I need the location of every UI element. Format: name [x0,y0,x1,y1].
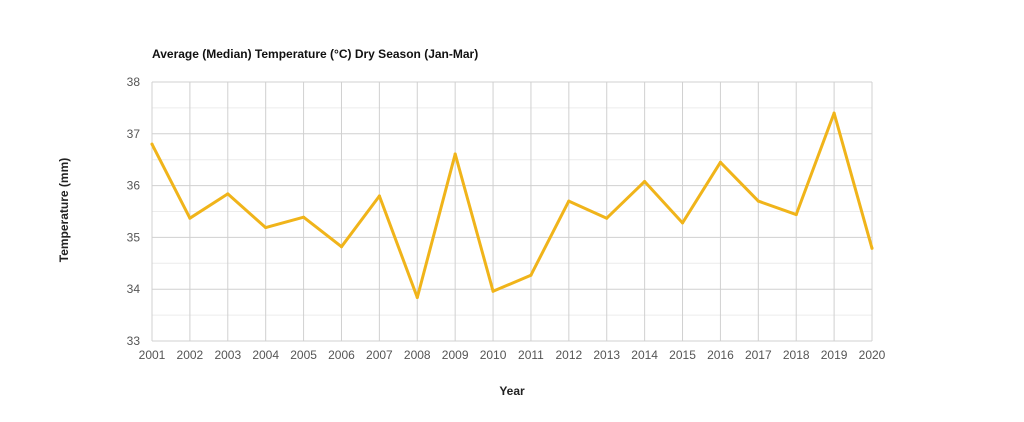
x-tick-label: 2014 [631,348,658,362]
data-point [264,226,268,230]
data-point [226,192,230,196]
data-point [756,199,760,203]
data-point [605,216,609,220]
y-tick-labels: 33 34 35 36 37 38 [127,75,141,348]
chart-title: Average (Median) Temperature (°C) Dry Se… [152,47,478,61]
x-tick-label: 2016 [707,348,734,362]
data-point [339,245,343,249]
series-line [150,111,874,299]
y-axis-title: Temperature (mm) [57,158,71,262]
x-tick-label: 2007 [366,348,393,362]
x-tick-label: 2009 [442,348,469,362]
x-tick-label: 2001 [139,348,166,362]
x-tick-label: 2018 [783,348,810,362]
x-tick-label: 2015 [669,348,696,362]
data-point [377,194,381,198]
x-tick-label: 2005 [290,348,317,362]
y-tick-label: 38 [127,75,141,89]
data-point [643,179,647,183]
x-tick-label: 2002 [177,348,204,362]
data-point [718,160,722,164]
x-tick-label: 2011 [518,348,544,362]
data-point [453,152,457,156]
x-tick-label: 2019 [821,348,848,362]
data-point [415,295,419,299]
data-point [491,289,495,293]
y-tick-label: 33 [127,334,141,348]
series-layer [150,111,874,299]
data-point [681,221,685,225]
data-point [529,273,533,277]
x-tick-label: 2006 [328,348,355,362]
data-point [870,246,874,250]
y-tick-label: 36 [127,179,141,193]
data-point [150,142,154,146]
data-point [567,199,571,203]
y-tick-label: 37 [127,127,141,141]
data-point [794,213,798,217]
data-point [832,111,836,115]
data-point [188,216,192,220]
x-tick-label: 2008 [404,348,431,362]
x-tick-label: 2004 [252,348,279,362]
x-tick-labels: 2001 2002 2003 2004 2005 2006 2007 2008 2009 2010… [139,348,886,362]
data-point [302,215,306,219]
x-tick-label: 2017 [745,348,772,362]
x-tick-label: 2020 [859,348,886,362]
grid [151,81,873,342]
x-tick-label: 2013 [593,348,620,362]
x-tick-label: 2010 [480,348,507,362]
y-tick-label: 34 [127,282,141,296]
x-tick-label: 2003 [214,348,241,362]
y-tick-label: 35 [127,230,141,244]
x-axis-title: Year [499,384,525,398]
x-tick-label: 2012 [555,348,582,362]
